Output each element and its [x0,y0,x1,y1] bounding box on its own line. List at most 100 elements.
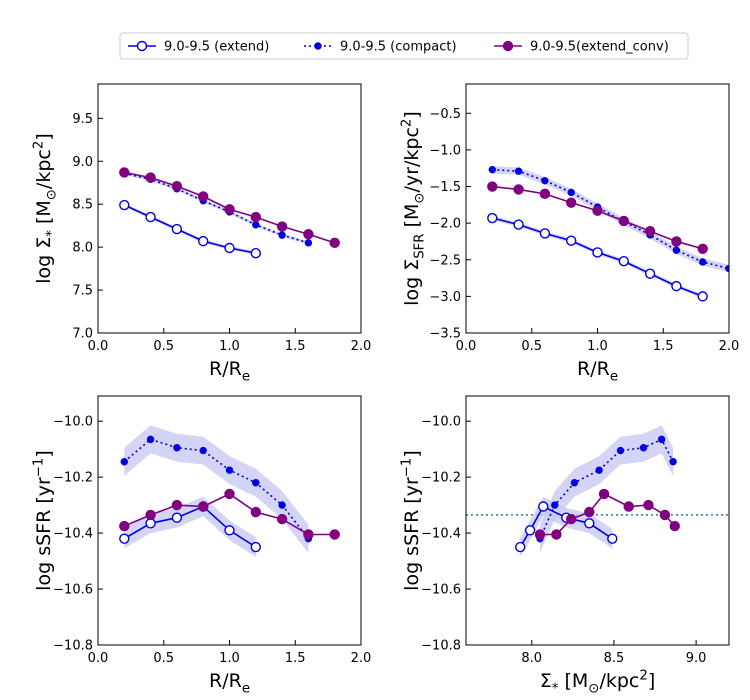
data-point [623,501,634,512]
plot-area [119,167,340,259]
data-point [224,204,235,215]
x-tick-label: 9.0 [686,651,707,666]
legend-box [119,32,689,60]
data-point [607,533,618,544]
data-point [146,435,155,444]
data-point [539,188,551,200]
data-point [669,458,677,466]
x-tick-label: 8.0 [521,651,542,666]
data-point [250,541,262,553]
y-axis-label: log Σ*​ [M⊙​/kpc2​] [31,133,59,284]
y-tick-label: 7.5 [72,284,93,299]
data-point [570,479,579,487]
data-point [513,219,524,230]
data-point [171,512,183,523]
x-tick-label: 1.0 [219,651,240,666]
data-point [566,197,577,208]
x-tick-label: 8.5 [604,651,625,666]
panel-bottom-left: 0.0 0.5 1.0 1.5 2.0 −10.8 −10.6 −10.4 −10.2 −10.0… [31,395,372,697]
y-tick-label: −1.0 [429,143,461,158]
data-point [659,509,671,521]
data-point [487,181,498,192]
data-point [145,172,156,183]
data-point [120,458,129,466]
y-tick-label: 8.0 [72,241,93,256]
data-point [224,488,235,500]
x-tick-label: 1.5 [285,339,306,354]
data-point [173,444,181,452]
series-line [539,438,674,540]
data-point [539,228,551,239]
data-point [303,529,314,540]
x-axis-label: R/Re​ [209,670,250,697]
y-tick-label: 8.5 [72,198,93,213]
data-point [551,501,559,509]
y-axis-label: log ΣSFR​ [M⊙​/yr/kpc2​] [399,111,427,306]
series-line [492,185,703,250]
error-band [124,171,309,245]
data-point [145,509,156,521]
data-point [584,518,595,529]
data-point [197,501,209,512]
axes-frame [465,395,730,646]
data-point [639,444,648,452]
data-point [252,221,260,229]
data-point [697,291,708,302]
y-tick-label: −10.4 [53,527,93,542]
x-tick-label: 2.0 [719,339,740,354]
data-point [725,264,729,273]
x-tick-label: 0.0 [88,339,109,354]
x-axis-label: R/Re​ [209,358,250,385]
data-point [278,231,286,239]
legend-item-compact: 9.0-9.5 (compact) [304,40,457,55]
data-point [145,518,156,529]
data-point [618,256,629,267]
data-point [669,520,680,532]
y-tick-label: 9.0 [72,155,93,170]
x-tick-label: 1.5 [653,339,674,354]
legend-label: 9.0-9.5(extend_conv) [530,40,669,55]
legend: 9.0-9.5 (extend) 9.0-9.5 (compact) 9.0-9.5… [119,32,689,60]
y-axis-label: log sSFR [yr−1​] [31,450,55,591]
x-tick-label: 1.0 [587,339,608,354]
legend-label: 9.0-9.5 (extend) [164,40,269,55]
data-point [224,242,235,254]
data-point [643,499,654,511]
data-point [252,479,260,487]
legend-item-conv: 9.0-9.5(extend_conv) [494,40,669,55]
x-tick-label: 2.0 [351,651,372,666]
data-point [171,499,183,511]
data-point [278,501,286,509]
y-tick-label: −10.8 [421,639,461,654]
data-point [197,191,209,202]
data-point [488,165,496,174]
x-axis-label: R/Re​ [577,358,618,385]
data-point [567,188,575,197]
data-point [618,215,629,227]
x-tick-label: 0.5 [521,339,542,354]
data-point [584,506,595,518]
y-tick-label: −10.8 [53,639,93,654]
y-tick-label: 9.5 [72,112,93,127]
x-tick-label: 0.0 [456,339,477,354]
data-point [671,280,682,292]
data-point [595,466,603,474]
legend-marker [136,40,148,52]
y-tick-label: −10.2 [53,471,93,486]
data-point [224,525,235,536]
data-point [566,513,577,525]
y-tick-label: −10.4 [421,527,461,542]
legend-marker [314,42,322,50]
plot-area [466,425,729,557]
data-point [145,211,156,223]
data-point [487,212,498,224]
data-point [524,525,536,536]
data-point [541,176,549,185]
data-point [616,446,625,455]
data-point [697,243,708,254]
data-point [598,488,610,500]
y-tick-label: −2.0 [429,217,461,232]
data-point [197,235,209,247]
error-band [124,203,256,255]
y-tick-label: −0.5 [429,107,461,122]
